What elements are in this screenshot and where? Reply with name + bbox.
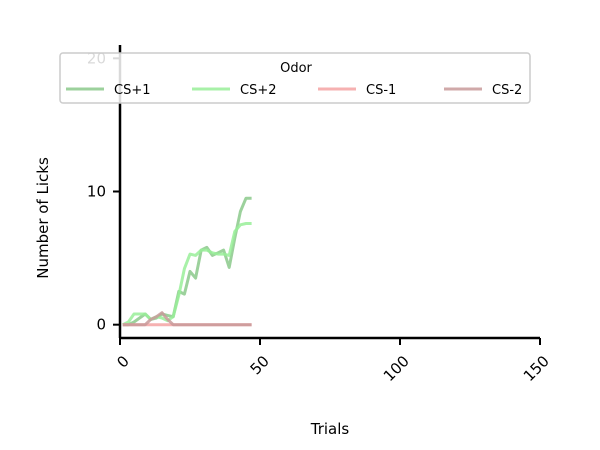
x-tick-label: 0 [113, 352, 132, 371]
legend-title: Odor [280, 61, 312, 76]
y-axis-label: Number of Licks [34, 157, 52, 279]
x-tick-label: 150 [520, 352, 553, 385]
series-line-cs-2 [122, 311, 252, 327]
plot-area [122, 196, 252, 327]
legend-label-cs-1: CS+1 [114, 83, 151, 98]
y-tick-label: 0 [96, 316, 106, 334]
x-tick-label: 100 [380, 352, 413, 385]
x-tick-label: 50 [247, 352, 273, 378]
x-axis-label: Trials [310, 420, 350, 438]
legend-box [59, 52, 531, 104]
legend-label-cs-2: CS-2 [492, 83, 522, 98]
series-line-cs-2 [122, 222, 252, 327]
y-tick-label: 10 [87, 183, 106, 201]
legend-label-cs-2: CS+2 [240, 83, 277, 98]
legend: Odor CS+1 CS+2 CS-1 CS-2 [59, 52, 531, 104]
legend-label-cs-1: CS-1 [366, 83, 396, 98]
